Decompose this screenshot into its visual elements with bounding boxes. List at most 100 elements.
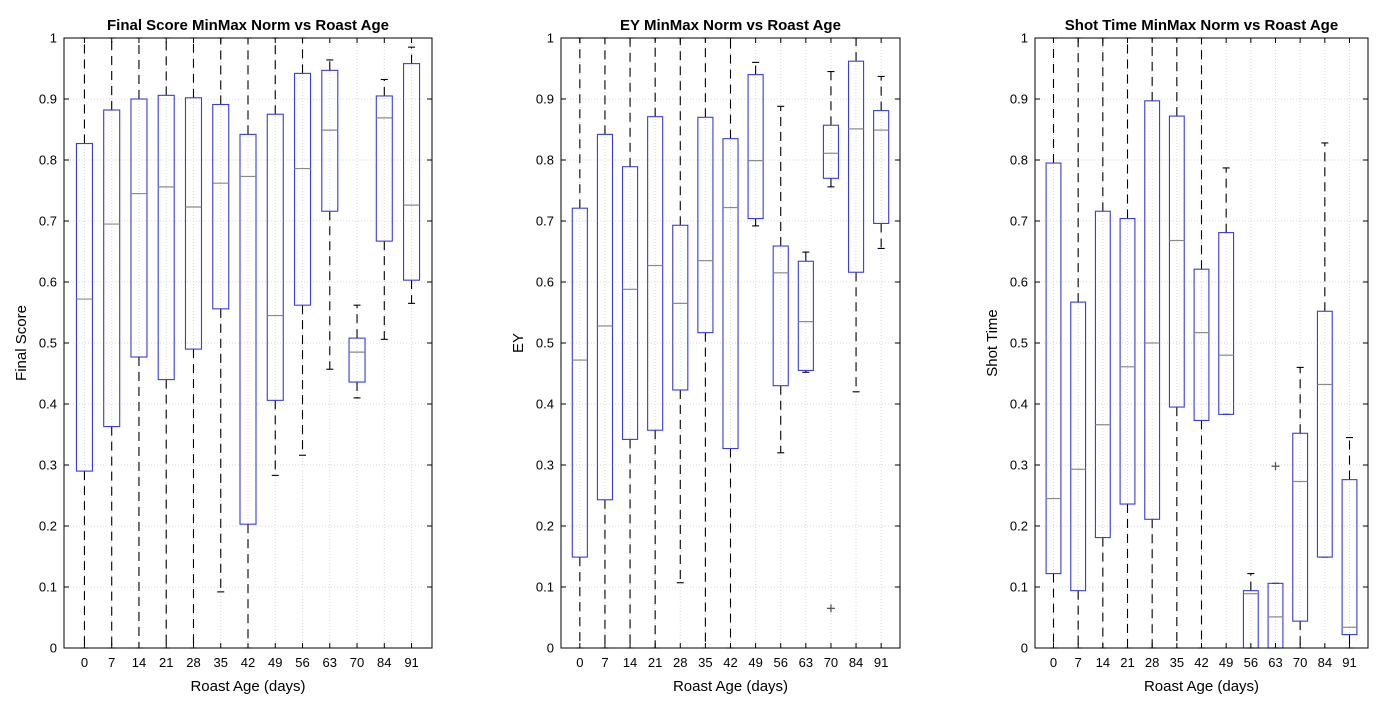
x-axis-label: Roast Age (days) [1144, 678, 1259, 695]
x-tick-label: 42 [723, 655, 737, 670]
iqr-box [348, 337, 366, 383]
y-tick-label: 0.7 [536, 214, 554, 229]
y-tick-label: 1 [50, 31, 57, 46]
y-tick-label: 0 [50, 641, 57, 656]
box-28 [672, 37, 689, 584]
x-tick-label: 28 [186, 655, 200, 670]
x-tick-label: 35 [698, 655, 712, 670]
x-tick-label: 49 [268, 655, 282, 670]
chart-panel-2: 0 0.1 0.2 0.3 0.4 0.5 0.6 0.7 0.8 0.9 1 0 7 14 21 28 35 4… [510, 17, 901, 695]
x-tick-label: 42 [241, 655, 255, 670]
x-tick-label: 0 [81, 655, 88, 670]
iqr-box [772, 245, 789, 387]
iqr-box [212, 103, 230, 310]
x-tick-label: 91 [874, 655, 888, 670]
iqr-box [103, 109, 121, 428]
iqr-box [375, 95, 393, 242]
y-tick-label: 0.4 [536, 397, 554, 412]
x-axis-label: Roast Age (days) [673, 678, 788, 695]
x-tick-label: 56 [773, 655, 787, 670]
iqr-box [1144, 100, 1161, 520]
box-56 [772, 105, 789, 454]
x-tick-label: 28 [1145, 655, 1159, 670]
box-28 [1144, 37, 1161, 649]
iqr-box [571, 207, 588, 558]
y-tick-label: 0 [547, 641, 554, 656]
y-tick-label: 0.7 [39, 214, 57, 229]
box-49 [1218, 167, 1235, 415]
box-70 [822, 71, 840, 613]
iqr-box [722, 138, 739, 450]
x-tick-label: 63 [1268, 655, 1282, 670]
iqr-box [266, 113, 284, 401]
x-tick-label: 84 [849, 655, 863, 670]
iqr-box [184, 97, 203, 350]
y-tick-label: 1 [1021, 31, 1028, 46]
box-91 [403, 46, 421, 304]
iqr-box [1094, 210, 1111, 539]
chart-title: Final Score MinMax Norm vs Roast Age [107, 17, 389, 34]
y-tick-label: 0.6 [536, 275, 554, 290]
x-tick-label: 56 [1244, 655, 1258, 670]
y-tick-label: 0.2 [536, 519, 554, 534]
box-56 [1242, 573, 1259, 649]
x-tick-label: 49 [748, 655, 762, 670]
x-axis-label: Roast Age (days) [190, 678, 305, 695]
iqr-box [697, 116, 714, 334]
iqr-box [847, 60, 865, 273]
y-tick-label: 0.3 [536, 458, 554, 473]
x-tick-label: 70 [350, 655, 364, 670]
y-tick-label: 0.9 [536, 92, 554, 107]
iqr-box [403, 63, 421, 281]
iqr-box [647, 116, 664, 431]
box-70 [348, 304, 366, 399]
x-tick-label: 84 [377, 655, 391, 670]
iqr-box [1341, 479, 1358, 636]
x-tick-label: 14 [1096, 655, 1110, 670]
y-tick-label: 0.2 [1010, 519, 1028, 534]
iqr-box [1045, 162, 1062, 575]
y-tick-label: 0.4 [39, 397, 57, 412]
x-tick-label: 91 [404, 655, 418, 670]
iqr-box [1119, 218, 1136, 505]
y-axis-label: Shot Time [984, 309, 1001, 377]
y-tick-label: 0.8 [39, 153, 57, 168]
box-35 [697, 37, 714, 649]
y-tick-label: 0.6 [1010, 275, 1028, 290]
box-0 [75, 37, 93, 649]
box-84 [1316, 142, 1333, 558]
iqr-box [321, 69, 339, 212]
x-tick-label: 21 [648, 655, 662, 670]
x-tick-label: 7 [1075, 655, 1082, 670]
iqr-box [747, 74, 764, 220]
x-tick-label: 42 [1194, 655, 1208, 670]
x-tick-label: 56 [295, 655, 309, 670]
iqr-box [822, 124, 840, 179]
y-tick-label: 0.9 [1010, 92, 1028, 107]
box-7 [596, 37, 614, 649]
x-tick-label: 35 [214, 655, 228, 670]
x-tick-label: 21 [1120, 655, 1134, 670]
x-tick-label: 63 [799, 655, 813, 670]
x-tick-label: 14 [132, 655, 146, 670]
iqr-box [1316, 310, 1333, 558]
box-63 [797, 251, 814, 373]
box-84 [847, 37, 865, 393]
box-91 [873, 75, 890, 249]
iqr-box [239, 133, 257, 525]
x-tick-label: 70 [1293, 655, 1307, 670]
iqr-box [596, 133, 614, 501]
iqr-box [1292, 432, 1309, 622]
x-tick-label: 0 [1050, 655, 1057, 670]
box-56 [293, 37, 312, 456]
box-35 [212, 37, 230, 593]
iqr-box [130, 98, 148, 358]
x-tick-label: 84 [1318, 655, 1332, 670]
chart-title: EY MinMax Norm vs Roast Age [620, 17, 841, 34]
x-tick-label: 63 [323, 655, 337, 670]
iqr-box [293, 72, 312, 306]
iqr-box [797, 260, 814, 372]
box-14 [1094, 37, 1111, 649]
iqr-box [672, 224, 689, 391]
x-tick-label: 0 [576, 655, 583, 670]
